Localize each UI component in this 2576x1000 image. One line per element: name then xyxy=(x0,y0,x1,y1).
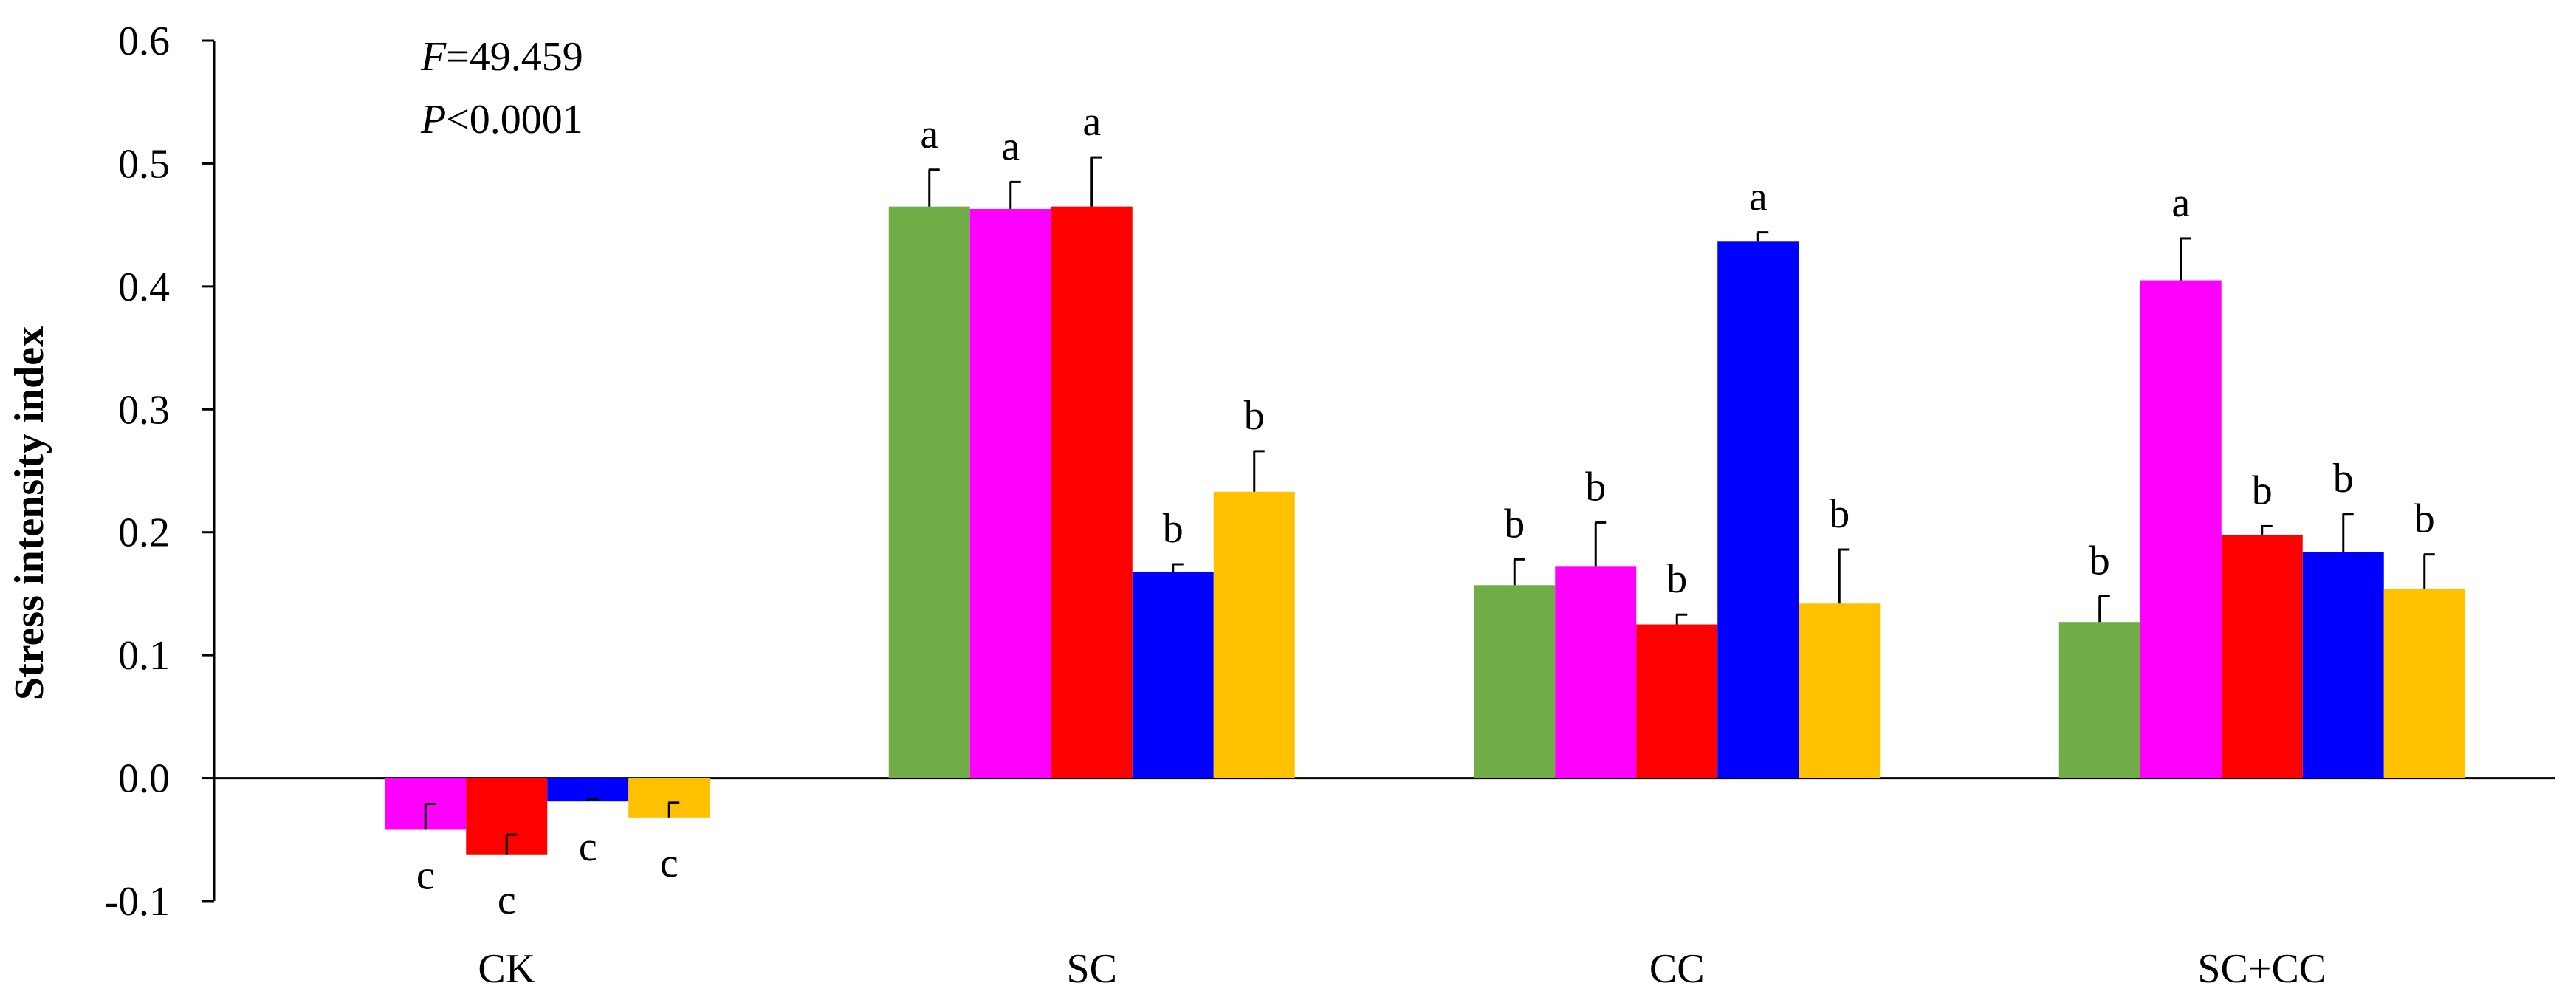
bar xyxy=(2302,552,2384,778)
bar xyxy=(1051,206,1133,778)
significance-letter: a xyxy=(2171,180,2190,226)
significance-letter: a xyxy=(1749,174,1768,220)
significance-letter: a xyxy=(1001,123,1020,169)
bar xyxy=(2383,589,2465,778)
significance-letter: b xyxy=(2333,456,2354,501)
significance-letter: c xyxy=(416,852,435,898)
significance-letter: c xyxy=(660,840,679,886)
significance-letter: b xyxy=(2252,468,2273,513)
bar xyxy=(1717,241,1799,778)
y-tick-label: 0.2 xyxy=(118,510,170,556)
bar xyxy=(2140,280,2222,778)
f-value: =49.459 xyxy=(446,34,583,80)
y-tick-label: -0.1 xyxy=(104,879,170,925)
p-value-text: <0.0001 xyxy=(446,97,583,143)
bar xyxy=(888,206,970,778)
p-symbol: P xyxy=(420,97,446,143)
bar xyxy=(2058,622,2140,778)
significance-letter: c xyxy=(498,877,516,923)
x-category-label: CC xyxy=(1649,946,1705,992)
y-axis-label: Stress intensity index xyxy=(7,326,52,700)
bar xyxy=(1799,603,1881,778)
y-tick-label: 0.4 xyxy=(118,264,170,310)
bar xyxy=(969,209,1051,778)
f-symbol: F xyxy=(420,34,447,80)
plot-area: -0.1 0.0 0.1 0.2 0.3 0.4 0.5 0.6 CK SC CC SC+CC c c c c… xyxy=(104,18,2555,992)
x-category-label: CK xyxy=(478,946,535,992)
y-tick-label: 0.6 xyxy=(118,18,170,64)
y-tick-label: 0.1 xyxy=(118,633,170,679)
bar xyxy=(1213,491,1295,778)
significance-letter: c xyxy=(579,824,597,870)
bar xyxy=(547,778,629,802)
significance-letter: b xyxy=(2089,538,2110,583)
bar xyxy=(2221,535,2303,778)
y-tick-label: 0.0 xyxy=(118,756,170,802)
y-tick-label: 0.5 xyxy=(118,141,170,187)
significance-letter: b xyxy=(2414,496,2435,542)
significance-letter: a xyxy=(1082,99,1101,145)
significance-letter: b xyxy=(1244,393,1265,439)
bar xyxy=(1132,571,1214,778)
bar xyxy=(1555,566,1637,778)
significance-letter: b xyxy=(1666,556,1687,602)
f-statistic: F=49.459 xyxy=(420,34,583,80)
y-tick-label: 0.3 xyxy=(118,387,170,433)
x-category-label: SC xyxy=(1067,946,1118,992)
p-value: P<0.0001 xyxy=(420,97,583,143)
significance-letter: b xyxy=(1829,491,1849,537)
x-category-label: SC+CC xyxy=(2197,946,2326,992)
significance-letter: b xyxy=(1163,506,1184,552)
bar xyxy=(1636,624,1718,778)
significance-letter: b xyxy=(1585,464,1606,510)
significance-letter: b xyxy=(1504,501,1525,547)
bar xyxy=(1474,585,1556,778)
significance-letter: a xyxy=(920,112,938,157)
